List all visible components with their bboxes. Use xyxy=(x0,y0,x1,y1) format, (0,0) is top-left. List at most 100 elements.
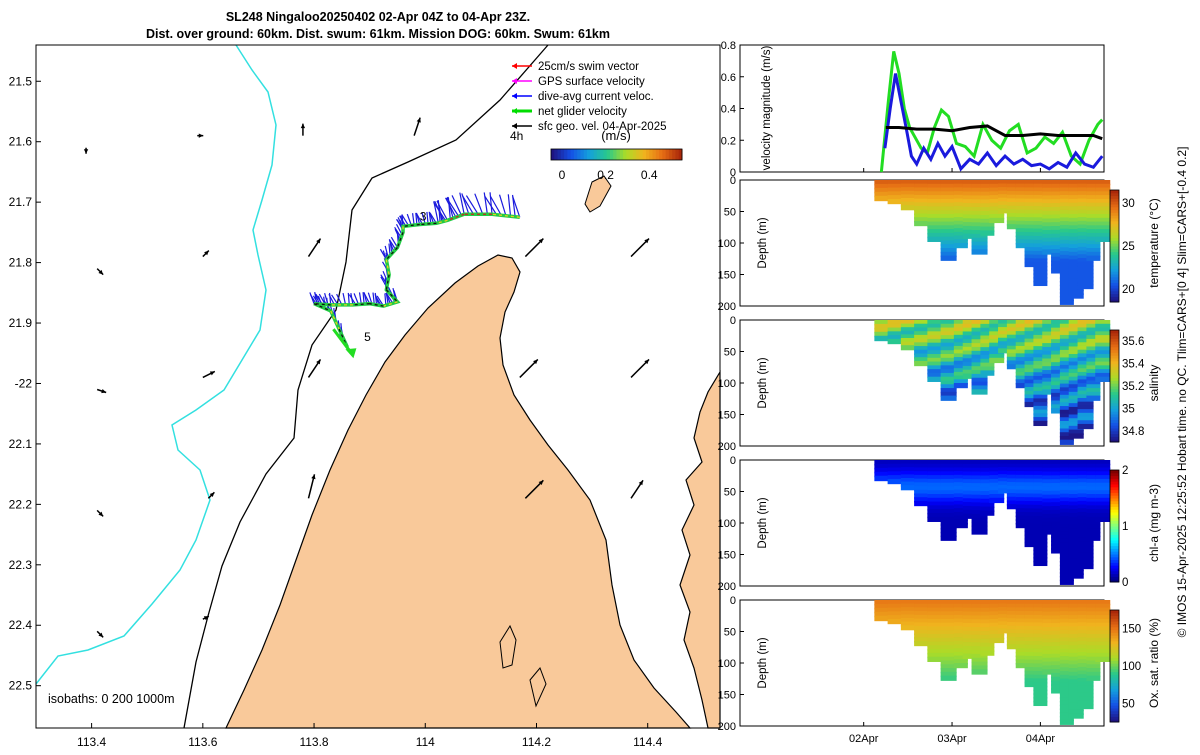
velocity-y-tick-label: 0.2 xyxy=(721,135,736,147)
section-cell xyxy=(1068,626,1084,632)
track-segment xyxy=(369,303,384,307)
section-cell xyxy=(1006,187,1021,193)
section-cell xyxy=(1059,424,1074,430)
section-cell xyxy=(962,346,978,353)
section-cell xyxy=(927,327,943,333)
section-cell xyxy=(1006,198,1021,204)
section-cell xyxy=(989,618,1005,625)
section-cell xyxy=(1033,512,1048,518)
section-cell xyxy=(1068,263,1084,269)
section-cell xyxy=(1051,343,1068,349)
section-cell xyxy=(1006,614,1021,620)
section-cell xyxy=(940,501,957,507)
section-cell xyxy=(998,614,1015,620)
section-cell xyxy=(1068,210,1084,216)
section-cell xyxy=(1033,398,1048,404)
section-cell xyxy=(1068,338,1084,345)
section-cell xyxy=(1086,331,1101,337)
section-colorbar-cell xyxy=(1110,512,1119,516)
dive-avg-vector xyxy=(489,192,493,215)
section-cell xyxy=(1077,622,1094,628)
section-cell xyxy=(1042,653,1058,660)
section-cell xyxy=(1077,375,1094,381)
section-cell xyxy=(1059,247,1074,253)
dive-avg-vector xyxy=(412,213,415,226)
section-cell xyxy=(1042,665,1058,671)
section-cell xyxy=(962,509,978,516)
section-cell xyxy=(1077,250,1094,256)
section-cell xyxy=(914,482,929,488)
section-cell xyxy=(1077,519,1094,525)
section-cell xyxy=(1077,655,1094,661)
section-cell xyxy=(1068,289,1084,295)
section-cell xyxy=(1068,611,1084,617)
section-cell xyxy=(940,668,957,674)
section-colorbar-cell xyxy=(1110,652,1119,656)
section-cell xyxy=(927,354,943,360)
section-cell xyxy=(1024,500,1041,507)
section-y-tick-label: 100 xyxy=(718,378,736,390)
section-cell xyxy=(1024,346,1041,352)
section-cell xyxy=(989,478,1005,485)
section-cell xyxy=(940,634,957,640)
section-cell xyxy=(1042,206,1058,213)
section-cell xyxy=(1068,471,1084,477)
section-cell xyxy=(953,364,968,370)
section-cell xyxy=(1051,249,1068,255)
section-cell xyxy=(1024,261,1041,268)
section-cell xyxy=(1077,648,1094,654)
section-cell xyxy=(1059,183,1074,189)
track-segment xyxy=(385,247,398,261)
dive-avg-vector xyxy=(342,293,347,306)
section-cell xyxy=(1059,284,1074,290)
section-cell xyxy=(1059,648,1074,654)
section-cell xyxy=(1059,644,1074,651)
section-cell xyxy=(998,208,1015,214)
section-colorbar-cell xyxy=(1110,388,1119,393)
section-cell xyxy=(1077,485,1094,492)
section-cell xyxy=(887,338,903,345)
section-cell xyxy=(1042,339,1058,345)
section-cell xyxy=(962,634,978,640)
section-cell xyxy=(940,391,957,398)
section-cell xyxy=(998,463,1015,469)
section-cell xyxy=(1042,510,1058,516)
section-cell xyxy=(1015,375,1031,381)
section-cell xyxy=(1068,509,1084,515)
section-cell xyxy=(953,217,968,223)
section-cell xyxy=(989,346,1005,352)
section-cell xyxy=(1042,370,1058,376)
section-cell xyxy=(1077,633,1094,639)
section-cell xyxy=(1086,327,1101,333)
section-cell xyxy=(1051,408,1068,414)
section-cell xyxy=(900,610,917,616)
section-cell xyxy=(1051,653,1068,660)
section-cell xyxy=(1059,288,1074,294)
section-cell xyxy=(1086,380,1101,386)
section-y-tick-label: 150 xyxy=(718,410,736,422)
section-cell xyxy=(1033,534,1048,540)
section-cell xyxy=(989,327,1005,333)
section-cell xyxy=(953,338,968,344)
section-cell xyxy=(980,331,995,338)
colorbar-tick-label: 0.4 xyxy=(641,168,658,182)
section-cell xyxy=(980,211,995,217)
section-cell xyxy=(927,323,943,330)
section-colorbar-cell xyxy=(1110,705,1119,709)
section-cell xyxy=(1068,236,1084,242)
section-cell xyxy=(962,331,978,337)
section-y-tick-label: 150 xyxy=(718,690,736,702)
section-cell xyxy=(914,478,929,484)
section-cell xyxy=(1059,712,1074,718)
section-cell xyxy=(971,638,988,644)
section-cell xyxy=(1024,527,1041,533)
section-cell xyxy=(940,471,957,477)
section-cell xyxy=(874,195,889,202)
section-cell xyxy=(1051,548,1068,554)
section-cell xyxy=(1042,366,1058,372)
sfc-vector-head xyxy=(209,371,215,376)
section-cell xyxy=(1068,698,1084,704)
section-cell xyxy=(1068,214,1084,220)
section-cell xyxy=(953,511,968,518)
